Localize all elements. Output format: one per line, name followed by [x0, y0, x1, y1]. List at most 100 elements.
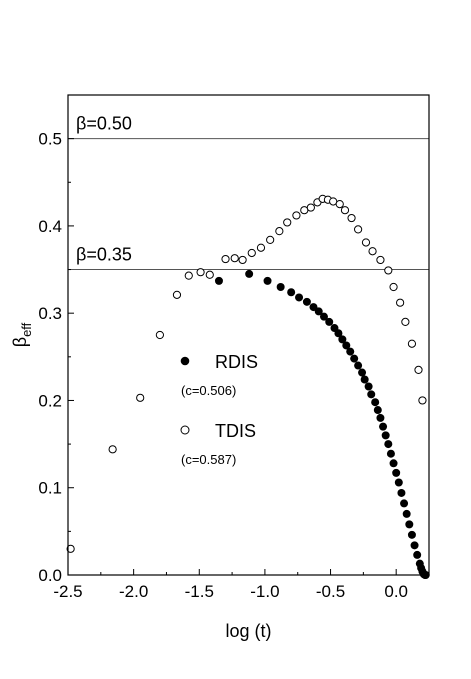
tdis-point: [247, 248, 256, 258]
rdis-point: [314, 307, 323, 316]
x-tick-label: -2.0: [119, 582, 148, 601]
legend-note-rdis: (c=0.506): [181, 383, 236, 398]
tdis-point: [401, 317, 410, 327]
rdis-point: [397, 488, 406, 497]
tdis-point: [66, 544, 75, 553]
rdis-point: [319, 312, 328, 321]
rdis-point: [376, 413, 385, 422]
y-tick-label: 0.5: [38, 130, 62, 149]
y-tick-label: 0.2: [38, 391, 62, 410]
tdis-point: [389, 282, 398, 292]
x-tick-label: -2.5: [53, 582, 82, 601]
tdis-point: [376, 255, 385, 265]
rdis-point: [379, 422, 388, 431]
rdis-point: [350, 354, 359, 363]
rdis-point: [405, 520, 414, 529]
rdis-point: [346, 347, 355, 356]
rdis-point: [394, 478, 403, 487]
rdis-point: [295, 293, 304, 302]
tdis-point: [266, 235, 275, 244]
x-ticks: -2.5 -2.0 -1.5 -1.0 -0.5 0.0: [53, 569, 408, 601]
legend-marker-tdis: [180, 425, 190, 435]
legend-label-tdis: TDIS: [215, 421, 256, 441]
y-axis-title-main: β: [10, 337, 30, 347]
rdis-point: [358, 368, 367, 377]
tdis-point: [384, 266, 393, 275]
ref-label-035: β=0.35: [76, 245, 132, 265]
tdis-point: [347, 213, 356, 223]
rdis-point: [263, 276, 272, 285]
tdis-point: [196, 268, 205, 277]
tdis-point: [205, 270, 214, 279]
rdis-point: [407, 530, 416, 539]
series-rdis: [214, 269, 430, 579]
y-tick-label: 0.4: [38, 217, 62, 236]
x-tick-label: -1.5: [185, 582, 214, 601]
rdis-point: [302, 297, 311, 306]
tdis-point: [335, 199, 344, 209]
tdis-point: [172, 290, 182, 299]
tdis-point: [306, 203, 315, 212]
tdis-point: [184, 271, 193, 280]
rdis-point: [354, 361, 363, 370]
rdis-point: [400, 499, 409, 508]
rdis-point: [325, 317, 334, 326]
tdis-point: [256, 243, 266, 252]
tdis-point: [136, 393, 145, 402]
legend: RDIS (c=0.506) TDIS (c=0.587): [180, 352, 258, 467]
x-tick-label: -0.5: [316, 582, 345, 601]
rdis-point: [287, 288, 296, 297]
legend-note-tdis: (c=0.587): [181, 452, 236, 467]
y-ticks: 0.0 0.1 0.2 0.3 0.4 0.5: [38, 94, 74, 585]
tdis-point: [230, 254, 239, 263]
tdis-point: [108, 445, 117, 454]
tdis-point: [354, 225, 363, 234]
ref-label-050: β=0.50: [76, 114, 132, 134]
rdis-point: [392, 468, 401, 477]
tdis-point: [407, 339, 417, 348]
legend-marker-rdis: [180, 356, 190, 366]
tdis-point: [221, 254, 230, 264]
rdis-point: [373, 406, 382, 415]
rdis-point: [386, 449, 395, 458]
tdis-point: [414, 365, 423, 375]
rdis-point: [381, 431, 390, 440]
tdis-point: [396, 298, 405, 307]
tdis-point: [361, 238, 371, 247]
tdis-point: [283, 218, 292, 227]
y-tick-label: 0.0: [38, 566, 62, 585]
rdis-point: [371, 398, 380, 407]
rdis-point: [360, 375, 369, 384]
y-axis-title-sub: eff: [19, 322, 34, 337]
y-tick-label: 0.1: [38, 479, 62, 498]
tdis-point: [238, 255, 247, 265]
tdis-point: [155, 330, 164, 340]
tdis-point: [292, 211, 301, 220]
reference-lines: [68, 138, 429, 271]
rdis-point: [389, 459, 398, 468]
rdis-point: [334, 329, 343, 338]
tdis-point: [340, 206, 350, 215]
rdis-point: [214, 276, 223, 285]
rdis-point: [367, 390, 376, 399]
rdis-point: [402, 509, 411, 518]
y-axis-title: βeff: [10, 322, 34, 347]
x-tick-label: 0.0: [384, 582, 408, 601]
rdis-point: [410, 541, 419, 550]
rdis-point: [384, 440, 393, 449]
rdis-point: [245, 269, 254, 278]
rdis-point: [364, 382, 373, 391]
tdis-point: [418, 396, 427, 405]
tdis-point: [368, 247, 377, 256]
rdis-point: [338, 335, 347, 344]
y-tick-label: 0.3: [38, 304, 62, 323]
x-tick-label: -1.0: [250, 582, 279, 601]
rdis-point: [342, 341, 351, 350]
rdis-point: [276, 283, 285, 291]
legend-label-rdis: RDIS: [215, 352, 258, 372]
tdis-point: [275, 227, 284, 236]
rdis-point: [309, 303, 318, 312]
rdis-point: [413, 550, 422, 559]
x-axis-title: log (t): [225, 621, 271, 641]
